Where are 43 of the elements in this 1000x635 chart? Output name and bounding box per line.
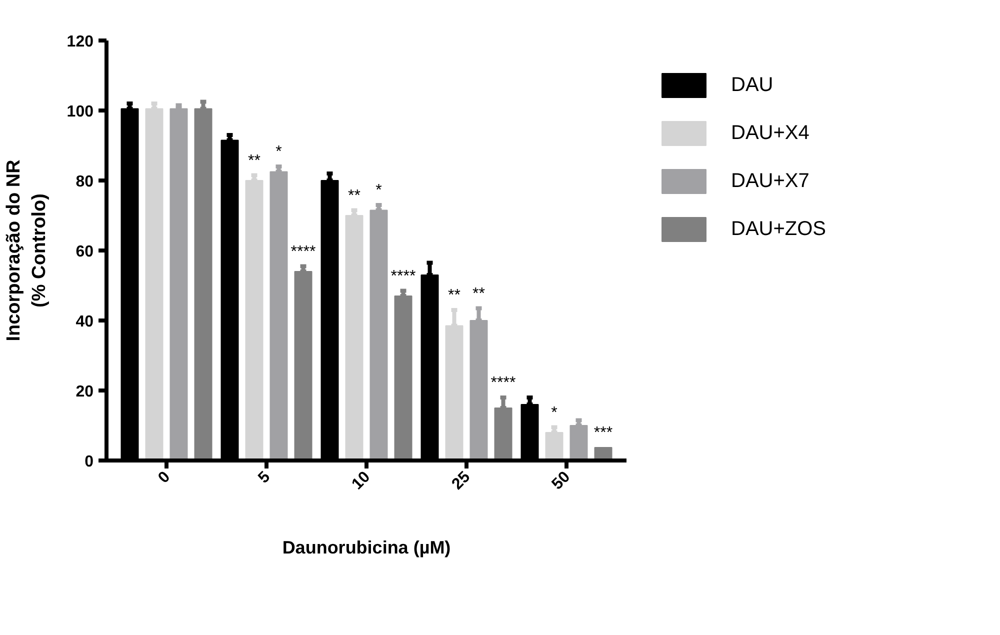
legend-label: DAU+X4 bbox=[731, 122, 810, 144]
bar bbox=[145, 108, 164, 460]
y-tick-label: 60 bbox=[76, 244, 94, 260]
bar bbox=[545, 432, 564, 460]
x-tick-label: 50 bbox=[548, 468, 574, 494]
data-label: ** bbox=[448, 287, 460, 304]
bar bbox=[345, 215, 364, 460]
bar bbox=[194, 108, 212, 460]
data-label: ** bbox=[472, 285, 485, 302]
data-label: ** bbox=[348, 187, 360, 204]
data-label: * bbox=[551, 404, 558, 422]
x-axis-title: Daunorubicina (µM) bbox=[282, 538, 451, 558]
bar bbox=[445, 325, 464, 460]
data-label: *** bbox=[594, 424, 613, 442]
bar bbox=[394, 296, 412, 460]
x-tick-label: 0 bbox=[155, 468, 174, 487]
data-label: **** bbox=[390, 268, 416, 285]
data-label: ** bbox=[248, 152, 260, 170]
y-tick-label: 120 bbox=[66, 34, 94, 50]
bar bbox=[170, 108, 188, 460]
y-tick-label: 80 bbox=[76, 174, 94, 190]
y-axis-title: Incorporação do NR (% Controlo) bbox=[4, 159, 50, 342]
data-label: **** bbox=[290, 243, 316, 260]
legend-label: DAU+X7 bbox=[731, 170, 810, 192]
bar bbox=[570, 425, 588, 460]
y-tick-label: 0 bbox=[84, 454, 94, 470]
bar bbox=[370, 210, 388, 460]
legend-label: DAU+ZOS bbox=[731, 218, 826, 240]
data-label: **** bbox=[490, 374, 516, 392]
x-tick-label: 10 bbox=[348, 468, 374, 494]
y-tick-label: 100 bbox=[66, 104, 94, 120]
x-tick-label: 5 bbox=[255, 468, 274, 487]
data-label: * bbox=[376, 182, 382, 199]
y-tick-label: 20 bbox=[76, 384, 94, 400]
bar bbox=[470, 320, 488, 460]
bar bbox=[270, 171, 288, 460]
bar bbox=[245, 180, 264, 460]
bar bbox=[294, 271, 312, 460]
bar bbox=[494, 408, 512, 460]
legend-label: DAU bbox=[731, 74, 774, 96]
data-label: * bbox=[276, 144, 282, 160]
y-tick-label: 40 bbox=[76, 314, 94, 330]
x-tick-label: 25 bbox=[448, 468, 474, 494]
